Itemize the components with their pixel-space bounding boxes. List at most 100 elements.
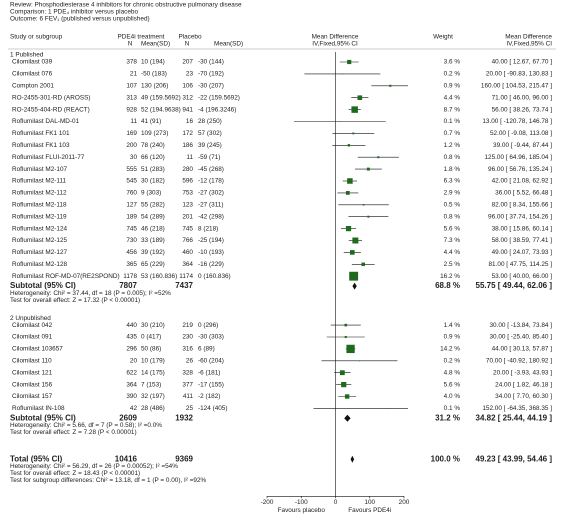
mean-treatment: 7 (153) (141, 381, 161, 388)
overall-effect: Test for overall effect: Z = 7.28 (P < 0… (10, 429, 137, 436)
effect: 160.00 [ 104.53, 215.47 ] (481, 82, 552, 89)
mean-treatment: 39 (192) (141, 249, 165, 256)
study-square (347, 59, 352, 65)
study-name: Roflumilast M2-118 (12, 201, 67, 208)
mean-treatment: 9 (303) (141, 190, 161, 197)
n-treatment: 555 (126, 166, 137, 173)
study-name: Cilomilast 157 (12, 393, 53, 400)
mean-placebo: -30 (207) (198, 82, 224, 89)
study-square (361, 262, 365, 267)
mean-treatment: 33 (189) (141, 237, 165, 244)
x-tick-label: -200 (261, 499, 274, 506)
comparison: Comparison: 1 PDE₄ inhibitor versus plac… (10, 9, 138, 16)
mean-treatment: 66 (120) (141, 154, 165, 161)
n-placebo: 207 (182, 59, 193, 66)
col-n: N (128, 41, 133, 48)
n-placebo: 377 (182, 381, 193, 388)
study-square (377, 156, 380, 159)
n-placebo: 11 (186, 154, 193, 161)
mean-placebo: 0 (160.836) (198, 273, 231, 280)
mean-treatment: 65 (229) (141, 261, 165, 268)
n-treatment: 2609 (119, 413, 137, 422)
study-square (346, 344, 355, 354)
n-treatment: 760 (126, 190, 137, 197)
mean-placebo: 39 (245) (198, 142, 222, 149)
n-placebo: 766 (182, 237, 193, 244)
n-placebo: 26 (186, 357, 194, 364)
effect: 20.00 [ -3.93, 43.93 ] (493, 369, 552, 376)
study-square (352, 237, 359, 244)
study-square (344, 323, 348, 327)
overall-effect: Test for overall effect: Z = 17.32 (P < … (10, 297, 140, 304)
weight: 0.2 % (444, 357, 461, 364)
n-treatment: 189 (126, 213, 137, 220)
study-name: Cilomilast 076 (12, 71, 53, 78)
study-name: Compton 2001 (12, 82, 54, 89)
effect: 20.00 [ -90.83, 130.83 ] (486, 71, 552, 78)
study-name: Cilomilast 039 (12, 59, 53, 66)
effect: 34.82 [ 25.44, 44.19 ] (476, 413, 553, 422)
study-square (339, 370, 345, 376)
n-placebo: 364 (182, 261, 193, 268)
study-name: Roflumilast M2-111 (12, 178, 67, 185)
n-treatment: 127 (126, 201, 137, 208)
effect: 30.00 [ -13.84, 73.84 ] (489, 322, 552, 329)
n-treatment: 169 (126, 130, 137, 137)
mean-treatment: 109 (273) (141, 130, 168, 137)
n-placebo: 1174 (179, 273, 193, 280)
n-treatment: 11 (130, 118, 137, 125)
study-name: Roflumilast FK1 103 (12, 142, 70, 149)
mean-placebo: 57 (302) (198, 130, 222, 137)
study-square (345, 191, 350, 195)
mean-treatment: 78 (240) (141, 142, 165, 149)
n-treatment: 456 (126, 249, 137, 256)
favours-left: Favours placebo (278, 507, 326, 514)
mean-treatment: 14 (175) (141, 369, 165, 376)
col-method: IV,Fixed,95% CI (506, 41, 552, 48)
n-placebo: 316 (182, 346, 193, 353)
study-name: Cilomilast 121 (12, 369, 53, 376)
study-square (349, 250, 355, 255)
n-placebo: 106 (182, 82, 193, 89)
effect: 38.00 [ 15.86, 60.14 ] (492, 225, 553, 232)
effect: 52.00 [ -9.08, 113.08 ] (490, 130, 552, 137)
review: Review: Phosphodiesterase 4 inhibitors f… (10, 2, 242, 9)
col-n: N (185, 41, 190, 48)
weight: 5.6 % (444, 225, 461, 232)
effect: 36.00 [ 5.52, 66.48 ] (495, 190, 552, 197)
n-treatment: 107 (126, 82, 137, 89)
study-name: Roflumilast M2-119 (12, 213, 67, 220)
effect: 152.00 [ -64.35, 368.35 ] (482, 405, 552, 412)
mean-placebo: -4 (196.3246) (198, 106, 236, 113)
effect: 70.00 [ -40.92, 180.92 ] (486, 357, 552, 364)
weight: 4.4 % (444, 94, 461, 101)
n-treatment: 435 (126, 334, 137, 341)
diamond (350, 455, 355, 463)
total-label: Total (95% CI) (10, 454, 63, 463)
effect: 13.00 [ -120.78, 146.78 ] (482, 118, 552, 125)
n-placebo: 941 (182, 106, 193, 113)
n-treatment: 928 (126, 106, 137, 113)
study-name: Roflumilast IN-108 (12, 405, 65, 412)
effect: 40.00 [ 12.67, 67.70 ] (492, 59, 553, 66)
mean-placebo: -6 (181) (198, 369, 220, 376)
n-treatment: 622 (126, 369, 137, 376)
effect: 81.00 [ 47.75, 114.25 ] (489, 261, 553, 268)
study-square (351, 106, 358, 113)
n-treatment: 440 (126, 322, 137, 329)
diamond (352, 282, 357, 290)
n-placebo: 745 (182, 225, 193, 232)
n-placebo: 123 (182, 201, 193, 208)
mean-placebo: -16 (229) (198, 261, 224, 268)
study-name: Cilomilast 091 (12, 334, 53, 341)
n-placebo: 25 (186, 405, 194, 412)
mean-treatment: 53 (160.836) (141, 273, 177, 280)
n-treatment: 296 (126, 346, 137, 353)
subtotal-label: Subtotal (95% CI) (10, 413, 76, 422)
effect: 39.00 [ -9.44, 87.44 ] (493, 142, 552, 149)
weight: 1.2 % (444, 142, 461, 149)
mean-placebo: -27 (302) (198, 190, 224, 197)
n-treatment: 200 (126, 142, 137, 149)
effect: 58.00 [ 38.59, 77.41 ] (492, 237, 553, 244)
